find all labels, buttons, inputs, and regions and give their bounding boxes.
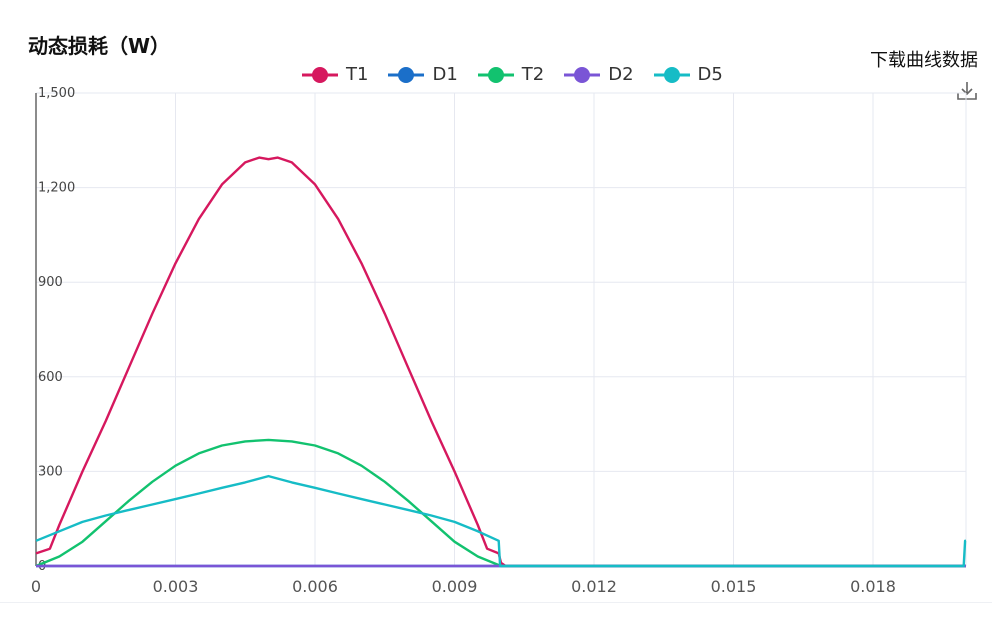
x-tick-label: 0.018 (850, 577, 896, 596)
download-icon[interactable] (956, 80, 978, 102)
chart-title: 动态损耗（W） (28, 34, 171, 58)
series-line-t2 (35, 438, 966, 568)
legend-marker (302, 66, 338, 83)
legend-item-d2[interactable]: D2 (562, 64, 634, 85)
legend-item-t1[interactable]: T1 (300, 64, 368, 85)
download-curve-data-button[interactable]: 下载曲线数据 (870, 46, 978, 102)
y-tick-label: 900 (38, 275, 63, 290)
legend-label: D2 (608, 64, 634, 85)
chart-legend: T1 D1 T2 D2 D5 (300, 64, 723, 85)
legend-label: D5 (697, 64, 723, 85)
download-label: 下载曲线数据 (870, 50, 978, 71)
y-tick-label: 1,200 (38, 181, 75, 196)
legend-item-d1[interactable]: D1 (386, 64, 458, 85)
x-tick-label: 0.015 (711, 577, 757, 596)
x-tick-label: 0 (31, 577, 41, 596)
legend-item-t2[interactable]: T2 (476, 64, 544, 85)
series-line-t1 (35, 156, 966, 568)
legend-item-d5[interactable]: D5 (652, 64, 723, 85)
legend-marker (388, 66, 425, 83)
y-tick-label: 300 (38, 464, 63, 479)
legend-marker (564, 66, 601, 83)
x-tick-label: 0.009 (432, 577, 478, 596)
x-tick-label: 0.012 (571, 577, 617, 596)
legend-label: T2 (521, 64, 545, 85)
x-tick-label: 0.003 (153, 577, 199, 596)
legend-label: T1 (346, 64, 369, 85)
y-tick-label: 600 (38, 370, 63, 385)
series-line-d5 (35, 474, 967, 568)
divider (0, 602, 992, 603)
y-tick-label: 1,500 (38, 86, 75, 101)
legend-label: D1 (432, 64, 458, 85)
legend-marker (477, 66, 514, 83)
legend-marker (653, 66, 690, 83)
x-tick-label: 0.006 (292, 577, 338, 596)
